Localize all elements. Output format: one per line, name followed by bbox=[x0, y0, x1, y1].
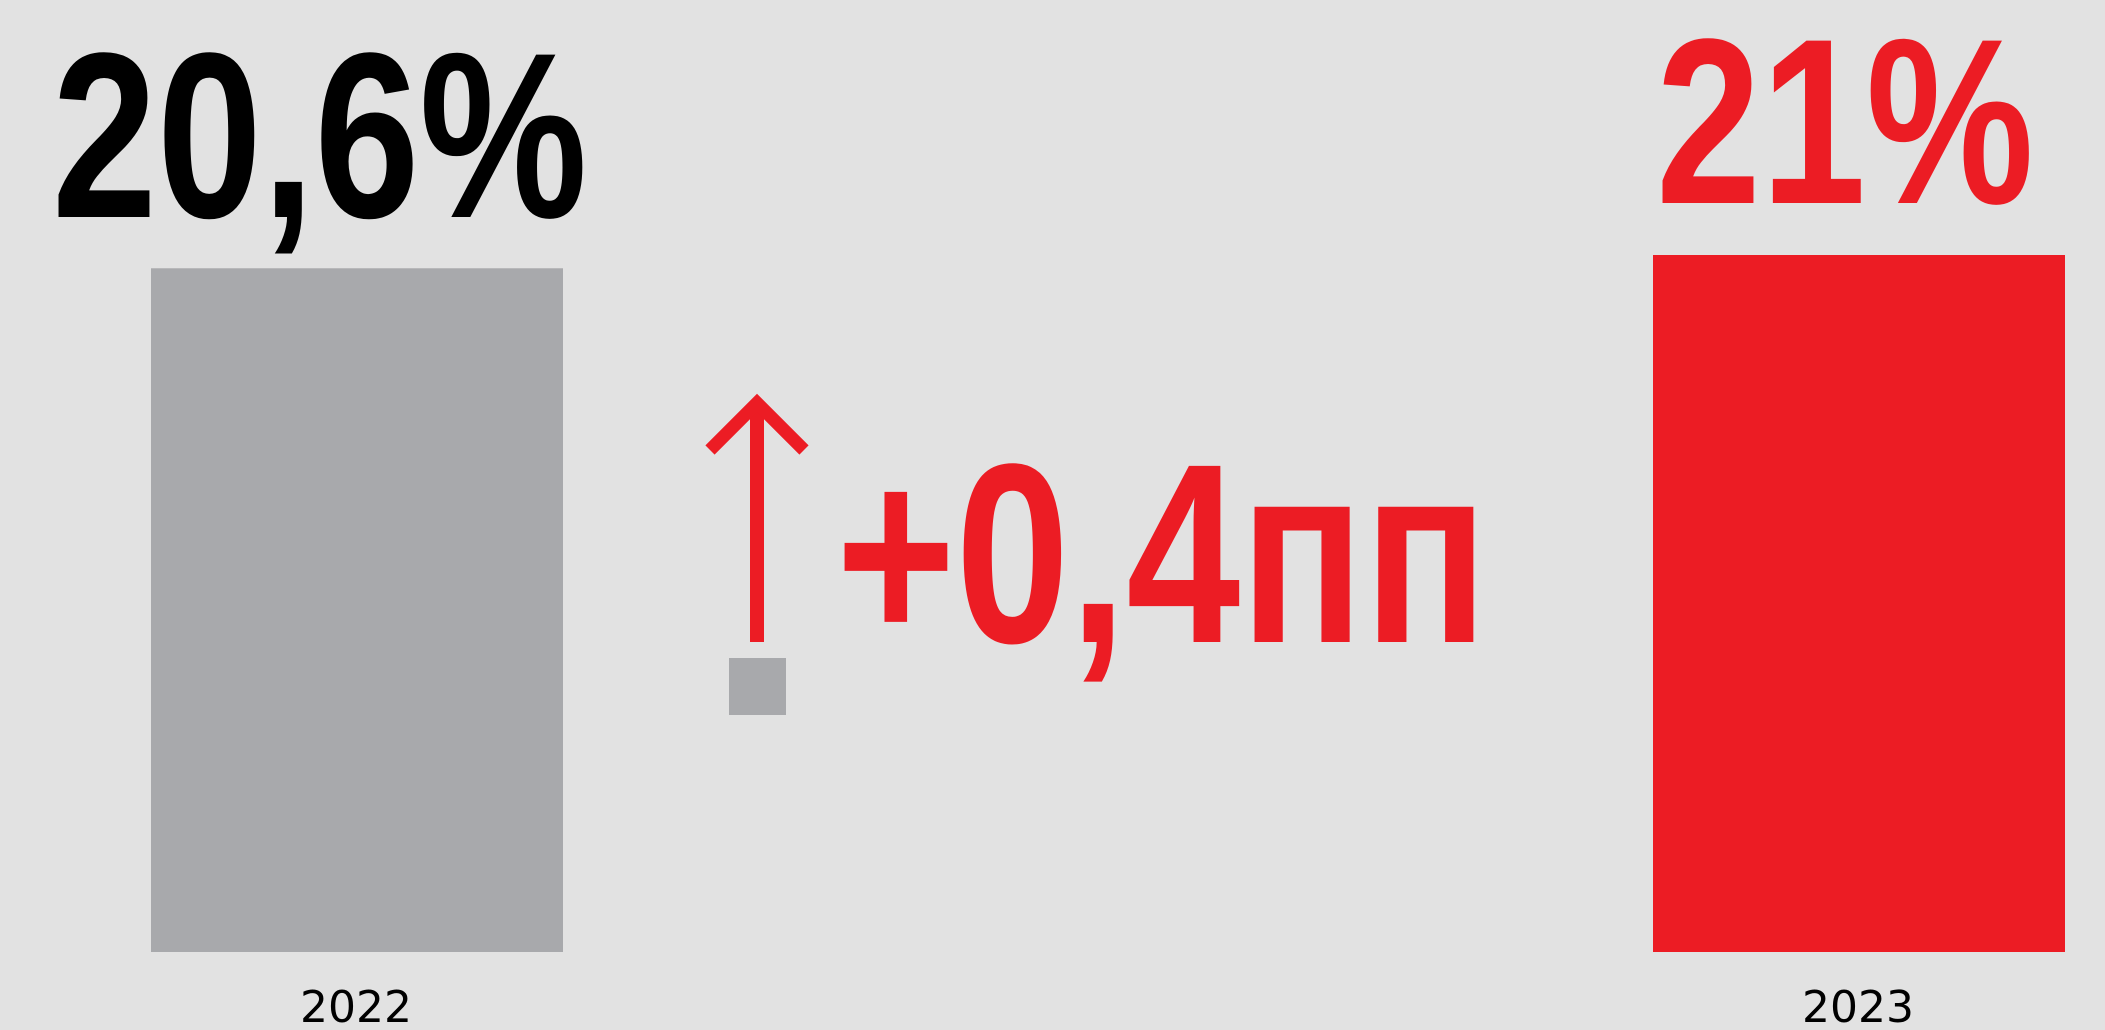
category-label-2023: 2023 bbox=[1802, 982, 1914, 1030]
bar-2023 bbox=[1653, 255, 2065, 952]
change-indicator: +0,4пп bbox=[705, 393, 1488, 715]
change-marker-square bbox=[729, 658, 786, 715]
value-label-2022: 20,6% bbox=[52, 5, 587, 268]
category-label-2022: 2022 bbox=[300, 982, 412, 1030]
arrow-up-icon bbox=[705, 393, 809, 642]
value-label-2023: 21% bbox=[1656, 0, 2034, 254]
bar-2022 bbox=[151, 268, 563, 952]
change-label: +0,4пп bbox=[836, 411, 1488, 697]
